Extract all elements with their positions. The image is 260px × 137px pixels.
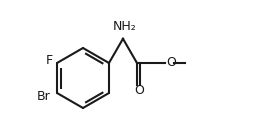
Text: NH₂: NH₂ — [113, 20, 137, 33]
Text: Br: Br — [37, 89, 51, 102]
Text: F: F — [46, 55, 53, 68]
Text: O: O — [134, 85, 144, 98]
Text: O: O — [166, 56, 176, 69]
